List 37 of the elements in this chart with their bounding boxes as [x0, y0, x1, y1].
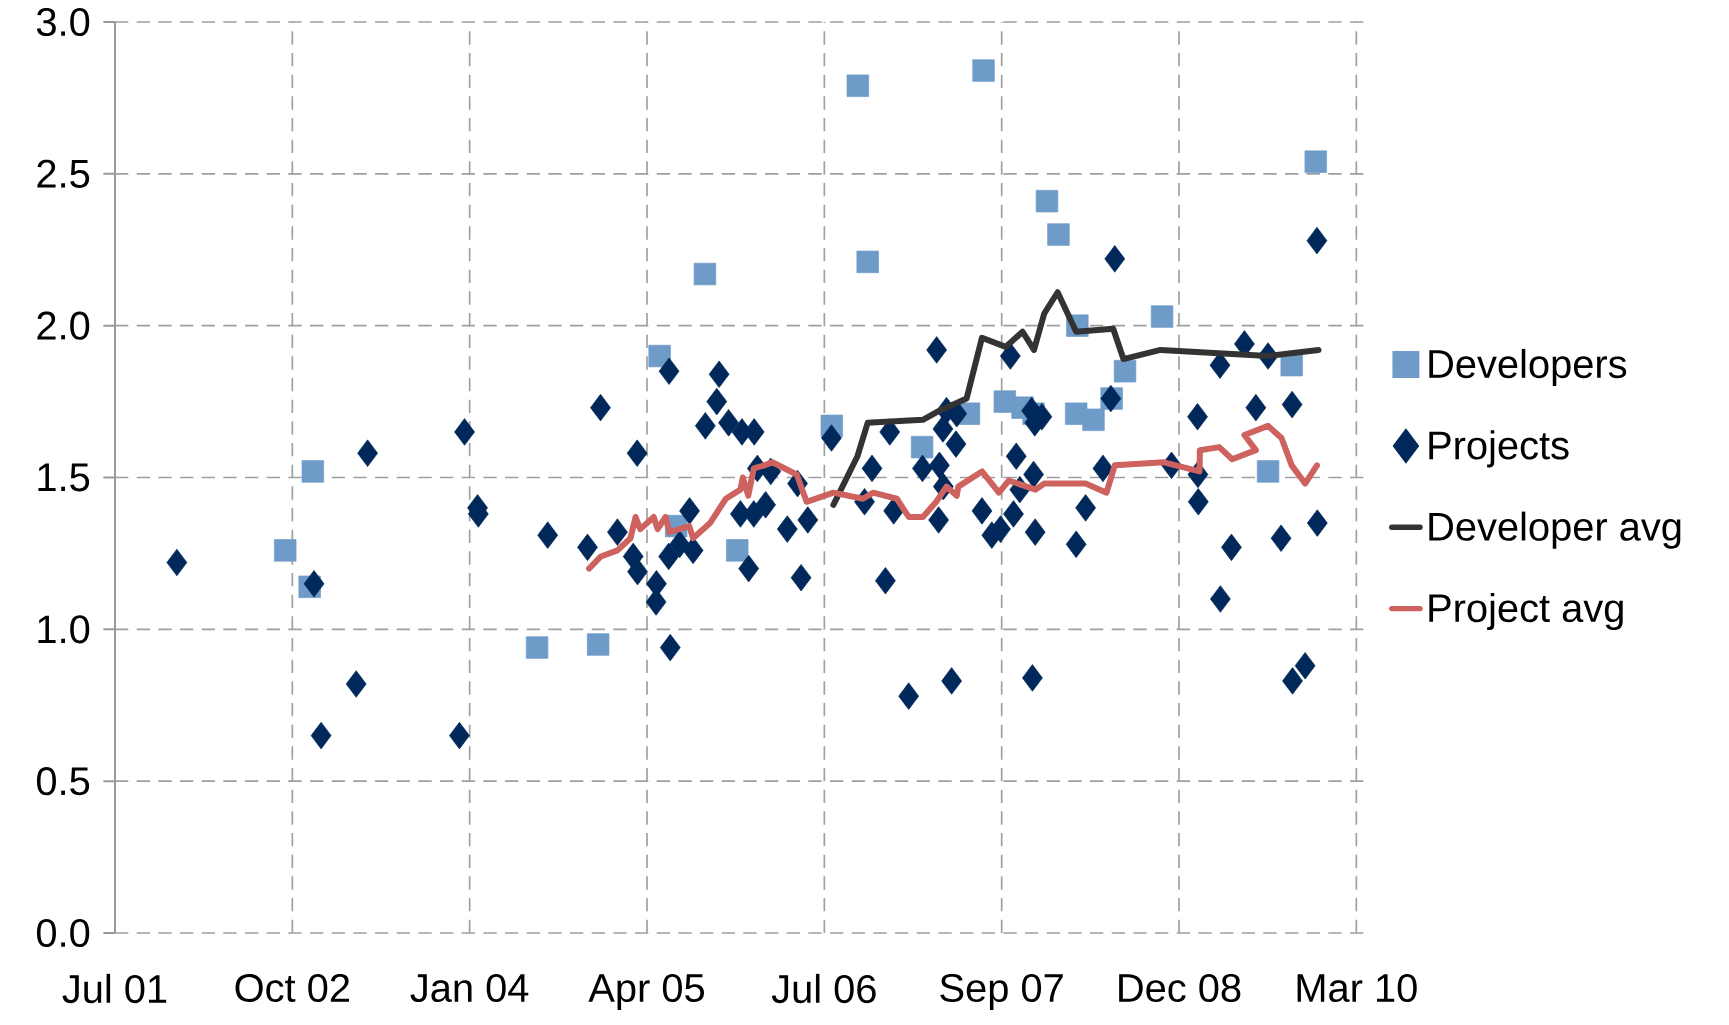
point	[1047, 223, 1070, 246]
y-tick-label: 1.5	[38, 463, 90, 492]
point	[1304, 150, 1327, 173]
point	[586, 633, 610, 656]
point	[846, 74, 869, 97]
x-tick-label: Jul 06	[771, 973, 876, 1004]
x-tick-label: Jan 04	[410, 973, 529, 1003]
y-tick-label: 1.0	[38, 615, 90, 644]
y-tick-label: 0.5	[36, 767, 90, 796]
legend-label: Developers	[1429, 348, 1627, 387]
point	[1256, 460, 1280, 483]
point	[726, 539, 749, 562]
y-tick-label: 2.0	[37, 311, 90, 340]
x-tick-label: Dec 08	[1119, 973, 1241, 1003]
point	[1150, 305, 1174, 328]
point	[1280, 353, 1303, 377]
point	[1082, 408, 1105, 431]
point	[856, 250, 879, 274]
point	[1113, 360, 1137, 383]
point	[693, 262, 717, 286]
point	[301, 460, 324, 483]
point	[1035, 190, 1059, 213]
legend-label: Projects	[1429, 430, 1569, 468]
point	[274, 539, 297, 562]
point	[972, 59, 995, 82]
legend-label: Project avg	[1429, 592, 1623, 631]
x-tick-label: Mar 10	[1297, 973, 1417, 1003]
y-tick-label: 0.0	[36, 918, 90, 948]
point	[910, 435, 934, 459]
x-tick-label: Oct 02	[235, 973, 349, 1003]
y-tick-label: 2.5	[37, 159, 90, 188]
legend-label: Developer avg	[1429, 511, 1681, 549]
x-tick-label: Jul 01	[62, 973, 167, 1004]
x-tick-label: Apr 05	[588, 973, 704, 1010]
x-tick-label: Sep 07	[940, 973, 1063, 1010]
point	[525, 636, 549, 659]
y-tick-label: 3.0	[36, 7, 90, 37]
